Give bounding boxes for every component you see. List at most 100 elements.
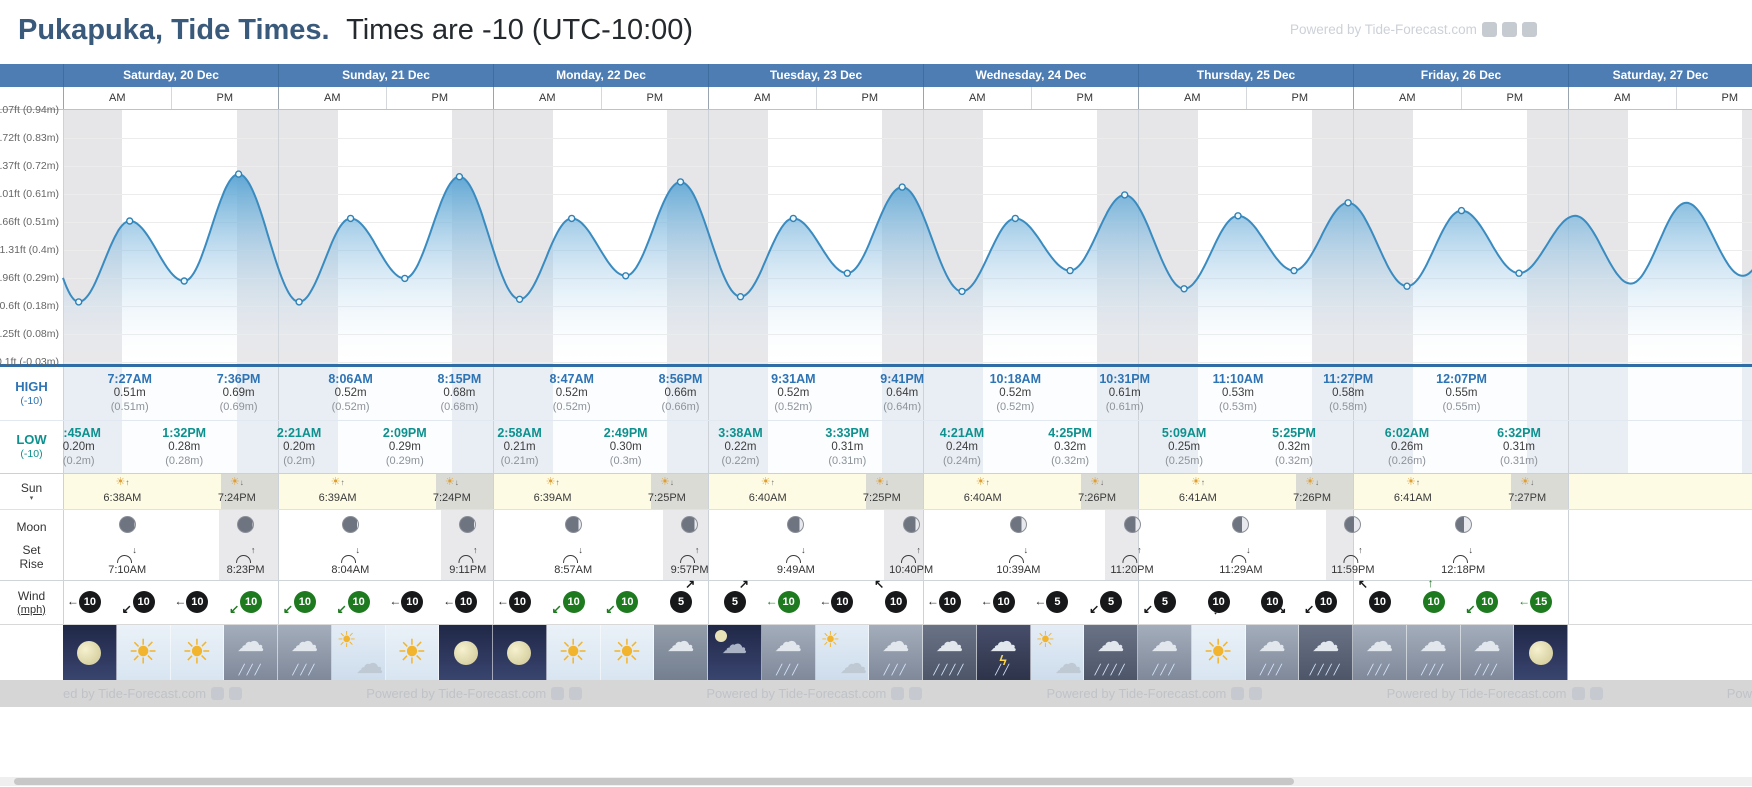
footer-brand-link[interactable]: Powered by Tide-Forecast.com [366,686,583,701]
ampm-label: PM [385,87,494,109]
night-band [881,367,983,420]
watermark-link[interactable]: Powered by Tide-Forecast.com [1290,22,1537,37]
wind-direction-W-icon: ← [765,594,778,608]
facebook-icon[interactable] [1571,687,1585,700]
twitter-icon[interactable] [569,687,583,700]
weather-clear-night-icon [63,625,117,681]
day-header-row: Saturday, 20 Dec Sunday, 21 Dec Monday, 22… [0,64,1752,87]
sunset-arrow-icon: ↓ [1100,478,1105,487]
low-tide-height-alt: (0.32m) [1275,455,1313,467]
day-divider [708,510,709,580]
sun-row-label: Sun ▾ [0,474,63,509]
down-arrow-icon: ↓ [1246,545,1251,555]
day-divider [1568,474,1569,509]
high-tide-height: 0.52m [777,387,810,399]
sunrise-arrow-icon: ↑ [555,478,560,487]
down-arrow-icon: ↓ [132,545,137,555]
sunrise-time: 6:40AM [748,492,787,504]
high-tide-time: 7:27AM [107,372,152,386]
facebook-icon[interactable] [1481,22,1497,37]
arc-icon [679,555,695,563]
day-divider [1138,474,1139,509]
scrollbar-thumb[interactable] [14,778,1294,785]
footer-brand-text[interactable]: Powered by Tide-Forecast.com [706,686,887,701]
sunrise-entry: ☀↑ 6:41AM [1394,477,1432,506]
y-axis-label: 2.37ft (0.72m) [0,160,59,172]
footer-brand-link[interactable]: Powered by Tide-Forecast.com [706,686,923,701]
night-band [451,421,553,473]
moon-rise-icon: ↑ [1122,545,1142,563]
tide-area [63,174,1752,364]
ampm-label: PM [1675,87,1752,109]
wind-speed: 10 [1476,591,1499,613]
wind-speed: 10 [938,591,961,613]
weather-rain-icon: ☁ ╱╱╱ [1138,625,1192,681]
low-tide-entry: 5:09AM 0.25m (0.25m) [1162,426,1206,468]
wind-direction-S-icon: ↓ [1212,603,1219,617]
low-tide-height-alt: (0.26m) [1388,455,1426,467]
sunrise-arrow-icon: ↑ [1415,478,1420,487]
high-tide-entry: 8:06AM 0.52m (0.52m) [328,372,372,414]
page-header: Pukapuka, Tide Times. Times are -10 (UTC… [0,0,1752,64]
wind-unit-link[interactable]: (mph) [17,603,46,616]
wind-badge: 5 ← [1034,591,1069,613]
moon-rise-icon: ↑ [235,545,255,563]
facebook-icon[interactable] [1231,687,1245,700]
cloud-icon: ☁ [935,626,964,657]
facebook-icon[interactable] [211,687,225,700]
twitter-icon[interactable] [1249,687,1263,700]
footer-brand-text[interactable]: Powered by Tide-Forecast.com [1386,686,1567,701]
footer-brand-link[interactable]: ed by Tide-Forecast.com [63,686,243,701]
low-tide-height: 0.29m [388,441,421,453]
sun-glyph: ☀ [1520,476,1531,488]
footer-brand-text[interactable]: ed by Tide-Forecast.com [63,686,207,701]
sunset-icon: ☀↓ [863,477,901,488]
twitter-icon[interactable] [1501,22,1517,37]
day-column-header: Monday, 22 Dec [493,64,708,87]
day-column-header: Friday, 26 Dec [1353,64,1568,87]
twitter-icon[interactable] [909,687,923,700]
up-arrow-icon: ↑ [1137,545,1142,555]
moon-rise-icon: ↑ [458,545,478,563]
low-tide-height-alt: (0.25m) [1165,455,1204,467]
weather-sunny-icon: ☀ [385,625,440,681]
day-divider [1568,421,1569,473]
footer-brand-text[interactable]: Pow [1726,686,1752,701]
day-divider [923,367,924,420]
weather-partly-cloudy-day-icon: ☀ ☁ [1030,625,1085,681]
twitter-icon[interactable] [1589,687,1603,700]
weather-thunderstorm-icon: ☁ ϟ ╱╱ [976,625,1031,681]
high-tide-height: 0.58m [1332,387,1365,399]
share-icon[interactable] [1521,22,1537,37]
low-tide-time: 4:25PM [1048,426,1092,440]
day-divider [1568,510,1569,580]
wind-direction-SW-icon: ↙ [336,602,347,616]
sunrise-arrow-icon: ↑ [770,478,775,487]
footer-brand-link[interactable]: Pow [1727,686,1752,701]
wind-speed: 10 [78,591,101,613]
low-tide-height: 0.25m [1168,441,1201,453]
sunset-time: 7:25PM [862,492,901,504]
footer-brand-text[interactable]: Powered by Tide-Forecast.com [366,686,547,701]
moon-label: Moon [16,519,47,534]
moon-phase-icon-waxing-crescent [459,516,477,533]
twitter-icon[interactable] [229,687,243,700]
night-band [1312,421,1413,473]
horizontal-scrollbar[interactable] [0,777,1752,786]
wind-badge: 10 ← [819,591,854,613]
day-divider [493,421,494,473]
sunset-icon: ☀↓ [433,477,471,488]
facebook-icon[interactable] [551,687,565,700]
footer-brand-link[interactable]: Powered by Tide-Forecast.com [1387,686,1603,701]
weather-cloudy-icon: ☁ [654,625,708,681]
day-divider [923,581,924,624]
watermark-text[interactable]: Powered by Tide-Forecast.com [1290,22,1477,37]
low-tide-height: 0.20m [62,441,95,453]
day-divider [63,421,64,473]
weather-row: ☀ ☀ ☁ ╱╱╱ ☁ ╱╱╱ ☀ ☁ ☀ ☀ ☀ ☁ ☁ ☁ ╱╱╱ ☀ ☁ ☁ ╱╱╱ ☁ ╱╱╱╱ ☁ ϟ ╱╱ ☀ ☁ ☁ ╱… [0,624,1752,681]
footer-brand-link[interactable]: Powered by Tide-Forecast.com [1046,686,1263,701]
day-divider [1353,474,1354,509]
footer-brand-text[interactable]: Powered by Tide-Forecast.com [1046,686,1227,701]
moon-icon [715,630,727,642]
facebook-icon[interactable] [891,687,905,700]
